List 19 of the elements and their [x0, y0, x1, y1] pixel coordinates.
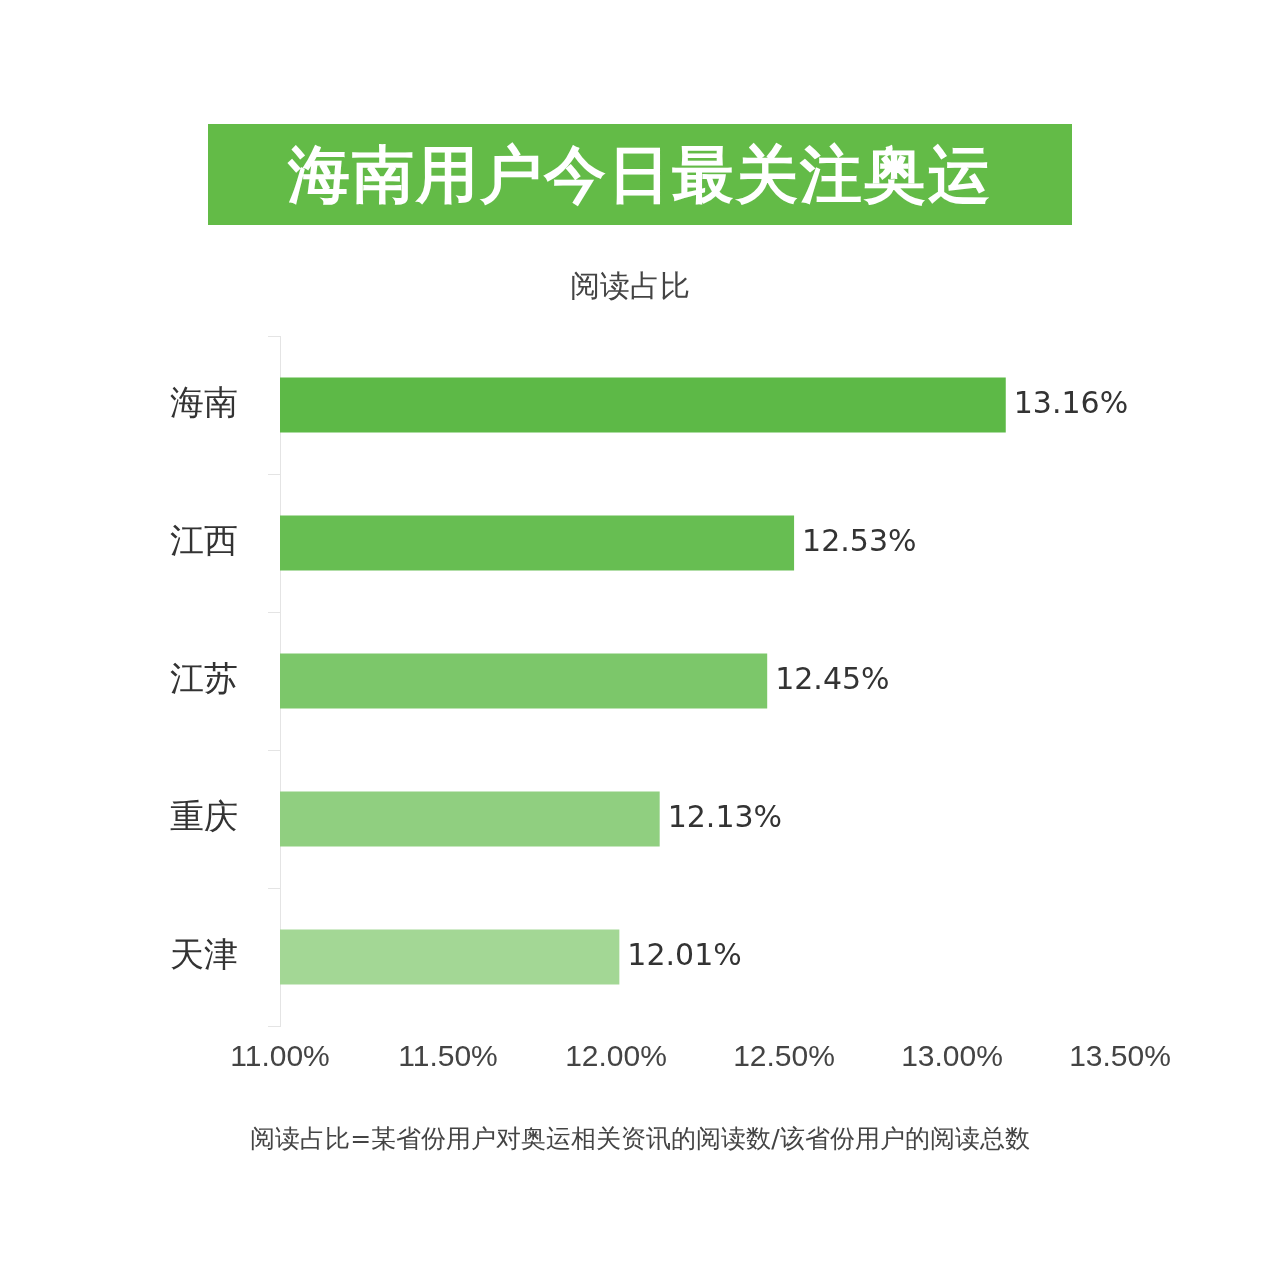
y-tick-label: 重庆 — [170, 797, 238, 836]
x-tick-label: 12.50% — [733, 1039, 835, 1073]
data-label: 12.13% — [667, 798, 783, 834]
y-tick-label: 江西 — [170, 521, 238, 560]
data-label: 12.01% — [627, 936, 742, 972]
x-tick-label: 11.50% — [398, 1039, 498, 1073]
x-tick-label: 12.00% — [565, 1039, 667, 1073]
y-tick-label: 江苏 — [170, 659, 238, 698]
chart-title: 海南用户今日最关注奥运 — [208, 124, 1072, 225]
text: 阅读占比=某省份用户对奥运相关资讯的阅读数/该省份用户的阅读总数 — [249, 1123, 1031, 1155]
x-tick-label: 13.00% — [901, 1039, 1003, 1073]
y-tick-label: 海南 — [170, 383, 238, 422]
x-tick-label: 13.50% — [1069, 1039, 1171, 1073]
y-tick-label: 天津 — [170, 935, 238, 974]
data-label: 13.16% — [1013, 384, 1129, 420]
chart-subtitle: 阅读占比 — [570, 269, 690, 303]
data-label: 12.45% — [775, 660, 890, 696]
x-tick-label: 11.00% — [230, 1039, 330, 1073]
data-label: 12.53% — [802, 522, 917, 558]
